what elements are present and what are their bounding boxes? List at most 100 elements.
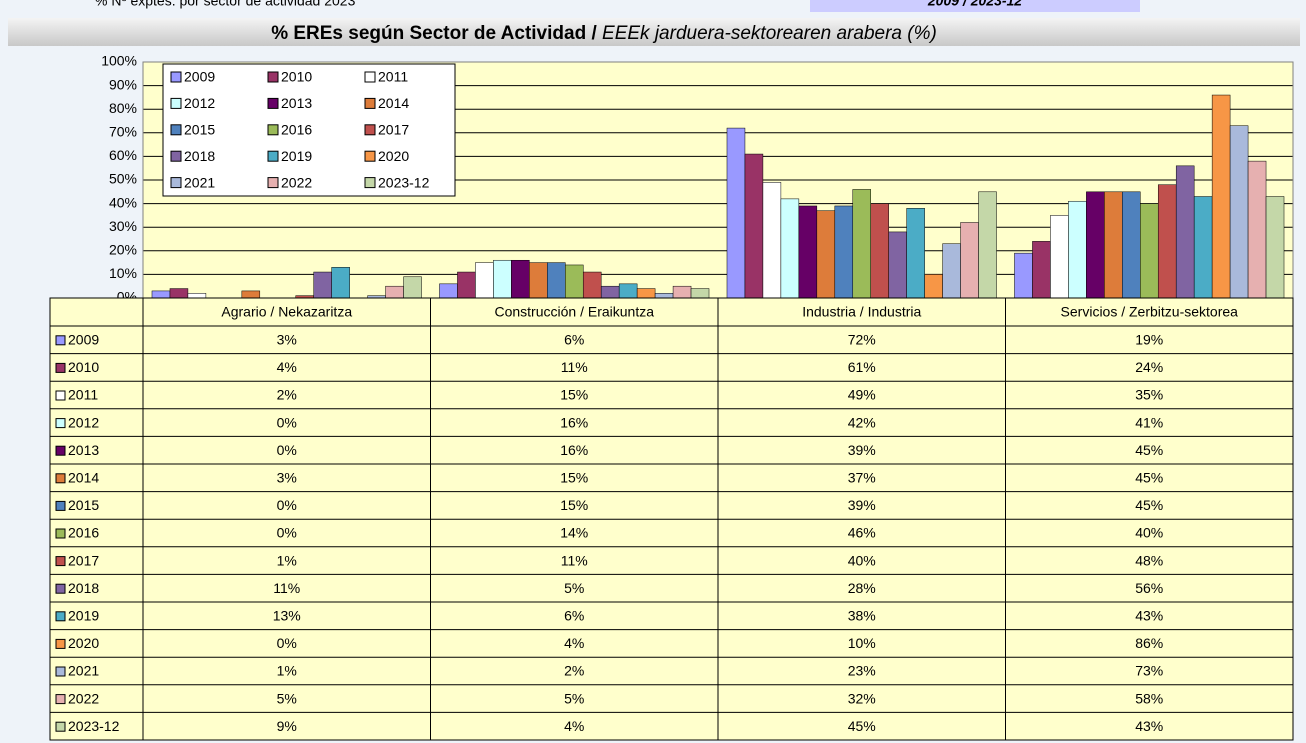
title-bar xyxy=(8,18,1300,46)
row-label: 2009 xyxy=(68,332,99,348)
legend-label: 2021 xyxy=(184,174,215,190)
table-cell: 23% xyxy=(848,663,876,679)
table-cell: 3% xyxy=(277,332,297,348)
y-tick-label: 40% xyxy=(109,194,137,210)
table-cell: 39% xyxy=(848,442,876,458)
legend-key xyxy=(267,97,279,109)
table-cell: 39% xyxy=(848,497,876,513)
table-cell: 0% xyxy=(277,442,297,458)
legend-key xyxy=(55,473,66,484)
bar xyxy=(960,222,979,299)
bar xyxy=(762,182,782,299)
y-tick-label: 10% xyxy=(109,265,137,281)
table-cell: 5% xyxy=(564,580,584,596)
row-label: 2016 xyxy=(68,525,99,541)
bar xyxy=(1086,191,1105,299)
bar xyxy=(816,210,836,299)
subtitle: EEEk jarduera-sektorearen arabera (%) xyxy=(602,23,937,44)
y-tick-label: 50% xyxy=(109,171,137,187)
table-cell: 11% xyxy=(561,359,588,375)
bar xyxy=(1157,184,1177,299)
table-cell: 0% xyxy=(277,525,297,541)
table-cell: 11% xyxy=(561,552,588,568)
bar xyxy=(726,127,746,299)
y-tick-label: 100% xyxy=(101,53,137,69)
legend xyxy=(162,63,456,197)
bar xyxy=(870,203,889,299)
bar xyxy=(313,271,332,299)
bar xyxy=(780,198,800,299)
legend-key xyxy=(267,71,279,83)
table-cell: 46% xyxy=(848,525,876,541)
bar xyxy=(241,290,261,299)
bar xyxy=(1122,191,1141,299)
table-cell: 11% xyxy=(273,580,300,596)
title: % EREs según Sector de Actividad / xyxy=(271,23,602,44)
table-cell: 4% xyxy=(277,359,297,375)
table-cell: 9% xyxy=(277,718,297,734)
bar xyxy=(511,259,530,299)
table-cell: 1% xyxy=(277,552,297,568)
bar xyxy=(834,205,854,299)
row-label: 2018 xyxy=(68,580,99,596)
table-cell: 86% xyxy=(1135,635,1163,651)
bar xyxy=(565,264,584,299)
legend-key xyxy=(55,528,66,539)
legend-label: 2015 xyxy=(184,122,215,138)
table-cell: 45% xyxy=(1135,497,1163,513)
bar xyxy=(600,285,620,299)
bar xyxy=(1247,160,1267,299)
legend-key xyxy=(55,694,66,705)
table-cell: 38% xyxy=(848,608,876,624)
row-label: 2013 xyxy=(68,442,99,458)
table-cell: 6% xyxy=(564,332,584,348)
table-cell: 13% xyxy=(273,608,301,624)
legend-key xyxy=(170,97,182,109)
legend-key xyxy=(364,97,376,109)
x-tick-label: Servicios / Zerbitzu-sektorea xyxy=(1061,304,1239,320)
y-tick-label: 60% xyxy=(109,147,137,163)
legend-key xyxy=(170,150,182,162)
row-label: 2011 xyxy=(68,387,98,403)
y-tick-label: 70% xyxy=(109,124,137,140)
y-tick-label: 30% xyxy=(109,218,137,234)
table-cell: 24% xyxy=(1135,359,1163,375)
legend-key xyxy=(55,583,66,594)
legend-key xyxy=(267,124,279,136)
bar xyxy=(978,191,997,299)
y-tick-label: 80% xyxy=(109,100,137,116)
table-cell: 48% xyxy=(1135,552,1163,568)
bar xyxy=(151,290,171,299)
bar xyxy=(1211,94,1231,299)
bar xyxy=(654,293,674,299)
row-label: 2010 xyxy=(68,359,99,375)
legend-label: 2019 xyxy=(281,148,312,164)
table-cell: 49% xyxy=(848,387,876,403)
legend-key xyxy=(55,362,66,373)
legend-key xyxy=(364,177,376,189)
bar xyxy=(744,153,764,299)
x-tick-label: Construcción / Eraikuntza xyxy=(494,304,654,320)
bar xyxy=(475,262,494,299)
bar xyxy=(331,267,350,299)
bar xyxy=(672,285,692,299)
bar xyxy=(1140,203,1159,299)
table-cell: 42% xyxy=(848,414,876,430)
row-label: 2014 xyxy=(68,470,99,486)
table-cell: 5% xyxy=(277,690,297,706)
bar xyxy=(385,285,404,299)
header-right: 2009 / 2023-12 xyxy=(927,0,1022,9)
table-cell: 32% xyxy=(848,690,876,706)
table-cell: 5% xyxy=(564,690,584,706)
table-cell: 40% xyxy=(1135,525,1163,541)
bar xyxy=(888,231,907,299)
table-cell: 0% xyxy=(277,414,297,430)
table-cell: 2% xyxy=(564,663,584,679)
table-cell: 4% xyxy=(564,635,584,651)
legend-label: 2009 xyxy=(184,69,215,85)
legend-label: 2013 xyxy=(281,95,312,111)
row-label: 2015 xyxy=(68,497,99,513)
legend-key xyxy=(170,124,182,136)
row-label: 2021 xyxy=(68,663,99,679)
